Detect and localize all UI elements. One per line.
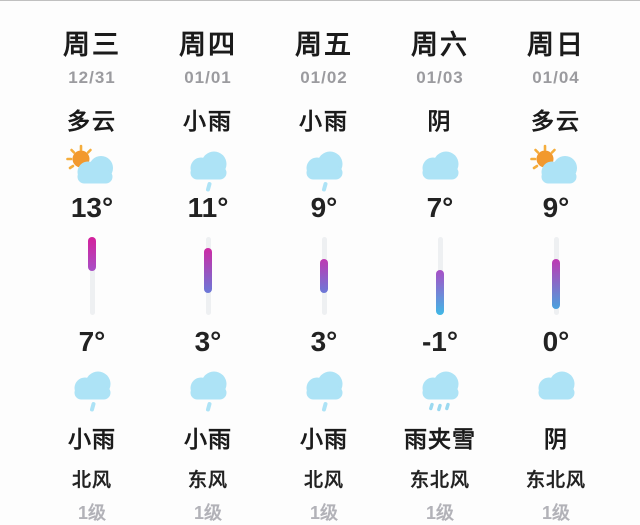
temperature-range-bar [88, 230, 96, 322]
date-label: 01/01 [184, 68, 232, 87]
high-temperature: 11° [187, 192, 229, 223]
cloud-rain-icon [64, 364, 120, 412]
low-temperature: 3° [310, 326, 338, 357]
low-temperature: 7° [78, 326, 106, 357]
date-label: 01/02 [300, 68, 348, 87]
temperature-bar-segment [552, 259, 560, 310]
temperature-bar-track [436, 237, 444, 315]
temperature-bar-segment [88, 237, 96, 271]
temperature-bar-segment [204, 248, 212, 293]
day-name: 周三 [63, 30, 121, 60]
low-temperature: 0° [542, 326, 570, 357]
forecast-day-column: 周五 01/02 小雨 9° 3° 小雨 北风 1级 [266, 15, 382, 525]
day-name: 周四 [179, 30, 237, 60]
temperature-range-bar [552, 230, 560, 322]
forecast-day-column: 周三 12/31 多云 13° 7° 小雨 北风 1级 [34, 15, 150, 525]
wind-level-label: 1级 [425, 503, 454, 523]
day-condition-label: 阴 [427, 108, 453, 134]
day-condition-label: 小雨 [183, 108, 233, 134]
temperature-range-bar [204, 230, 212, 322]
temperature-range-bar [320, 230, 328, 322]
temperature-bar-track [88, 237, 96, 315]
low-temperature: 3° [194, 326, 222, 357]
day-name: 周日 [527, 30, 585, 60]
temperature-bar-track [204, 237, 212, 315]
night-condition-label: 小雨 [300, 426, 348, 452]
day-condition-label: 多云 [67, 108, 117, 134]
forecast-day-column: 周四 01/01 小雨 11° 3° 小雨 东风 1级 [150, 15, 266, 525]
high-temperature: 13° [70, 192, 114, 223]
wind-level-label: 1级 [309, 503, 338, 523]
high-temperature: 9° [310, 192, 338, 223]
night-condition-label: 阴 [544, 426, 568, 452]
temperature-bar-segment [436, 270, 444, 315]
wind-direction-label: 东北风 [409, 470, 470, 491]
day-condition-label: 多云 [531, 108, 581, 134]
temperature-bar-track [320, 237, 328, 315]
temperature-bar-segment [320, 259, 328, 293]
night-condition-label: 小雨 [68, 426, 116, 452]
cloud-rain-icon [296, 364, 352, 412]
date-label: 01/03 [416, 68, 464, 87]
high-temperature: 9° [542, 192, 570, 223]
high-temperature: 7° [426, 192, 454, 223]
forecast-day-column: 周日 01/04 多云 9° 0° 阴 东北风 1级 [498, 15, 614, 525]
sun-cloud-icon [528, 144, 584, 192]
day-condition-label: 小雨 [299, 108, 349, 134]
cloud-rain-icon [180, 144, 236, 192]
cloud-icon [528, 364, 584, 412]
wind-direction-label: 东北风 [525, 470, 586, 491]
wind-level-label: 1级 [77, 503, 106, 523]
temperature-bar-track [552, 237, 560, 315]
forecast-day-column: 周六 01/03 阴 7° -1° 雨夹雪 东北风 1级 [382, 15, 498, 525]
night-condition-label: 雨夹雪 [404, 426, 476, 452]
low-temperature: -1° [421, 326, 459, 357]
wind-direction-label: 东风 [187, 470, 228, 491]
day-name: 周六 [411, 30, 469, 60]
sun-cloud-icon [64, 144, 120, 192]
cloud-rain-icon [296, 144, 352, 192]
wind-level-label: 1级 [541, 503, 570, 523]
temperature-range-bar [436, 230, 444, 322]
cloud-rain-icon [180, 364, 236, 412]
wind-direction-label: 北风 [303, 470, 344, 491]
wind-direction-label: 北风 [71, 470, 112, 491]
cloud-sleet-icon [412, 364, 468, 412]
cloud-icon [412, 144, 468, 192]
date-label: 12/31 [68, 68, 116, 87]
night-condition-label: 小雨 [184, 426, 232, 452]
wind-level-label: 1级 [193, 503, 222, 523]
date-label: 01/04 [532, 68, 580, 87]
day-name: 周五 [295, 30, 353, 60]
